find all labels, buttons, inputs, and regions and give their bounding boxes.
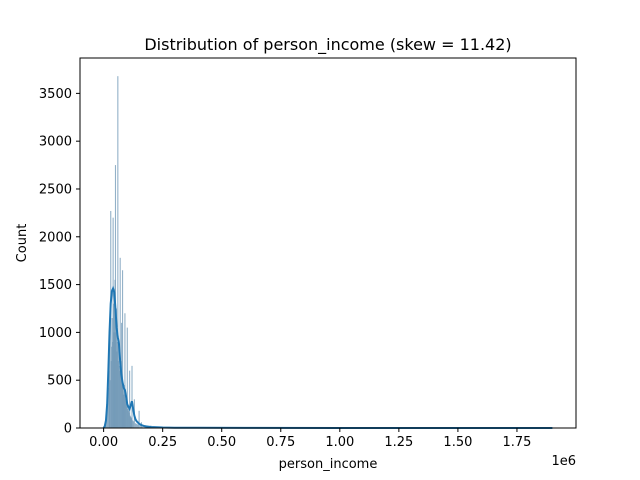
y-tick-label: 1000 xyxy=(39,326,72,341)
x-tick-label: 1.00 xyxy=(325,435,354,450)
histogram-bar xyxy=(109,380,111,428)
histogram-bar xyxy=(135,423,137,428)
plot-frame xyxy=(79,57,577,429)
x-axis-label: person_income xyxy=(279,457,378,472)
histogram-bar xyxy=(132,421,134,428)
x-tick-label: 0.25 xyxy=(148,435,177,450)
histogram-bar xyxy=(106,404,108,428)
histogram-bar xyxy=(119,257,121,428)
histogram-bar xyxy=(138,410,140,428)
histogram-bar xyxy=(137,424,139,428)
x-tick-label: 1.50 xyxy=(443,435,472,450)
histogram-bar xyxy=(124,313,126,428)
chart-title: Distribution of person_income (skew = 11… xyxy=(144,35,511,55)
x-tick-label: 0.00 xyxy=(89,435,118,450)
histogram-bar xyxy=(122,270,124,428)
plot-area xyxy=(79,57,577,429)
histogram-bar xyxy=(129,370,131,428)
y-tick-label: 2000 xyxy=(39,230,72,245)
histogram-bar xyxy=(107,387,109,428)
histogram-bar xyxy=(131,365,133,428)
x-axis-ticks: 0.00 0.25 0.50 0.75 1.00 1.25 1.50 1.75 xyxy=(89,428,531,450)
y-tick-label: 1500 xyxy=(39,278,72,293)
x-tick-label: 0.75 xyxy=(266,435,295,450)
y-axis-ticks: 0 500 1000 1500 2000 2500 3000 3500 xyxy=(39,87,80,437)
histogram-bar xyxy=(126,327,128,428)
histogram-bar xyxy=(134,423,136,428)
histogram-bar xyxy=(136,424,138,428)
y-tick-label: 2500 xyxy=(39,182,72,197)
histogram-bar xyxy=(142,426,144,428)
histogram-bar xyxy=(117,76,119,429)
x-axis-offset-label: 1e6 xyxy=(551,454,576,469)
y-tick-label: 0 xyxy=(64,422,72,437)
y-tick-label: 500 xyxy=(47,374,72,389)
x-tick-label: 1.25 xyxy=(384,435,413,450)
y-axis-label: Count xyxy=(15,224,30,263)
x-tick-label: 0.50 xyxy=(207,435,236,450)
histogram-bar xyxy=(139,425,141,428)
y-tick-label: 3500 xyxy=(39,87,72,102)
y-tick-label: 3000 xyxy=(39,135,72,150)
histogram-bar xyxy=(132,420,134,428)
x-tick-label: 1.75 xyxy=(502,435,531,450)
kde-line xyxy=(102,285,553,429)
